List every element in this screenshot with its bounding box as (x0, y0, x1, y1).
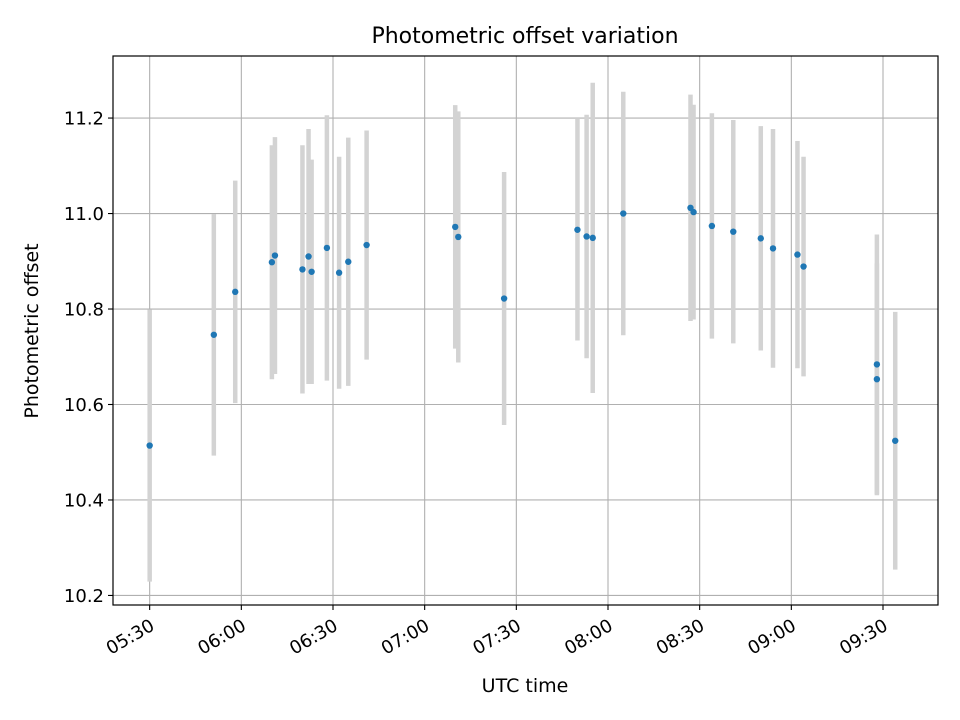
data-point (452, 223, 459, 231)
data-points (146, 204, 899, 449)
data-point (892, 437, 899, 444)
data-point (323, 244, 331, 252)
x-tick-label: 05:30 (103, 615, 158, 659)
x-tick-label: 08:00 (561, 615, 616, 659)
y-tick-label: 11.0 (64, 204, 104, 225)
y-tick-label: 10.2 (64, 586, 104, 607)
plot-area-frame (112, 55, 939, 606)
chart-title: Photometric offset variation (371, 24, 678, 49)
data-point (769, 245, 777, 252)
data-point (500, 295, 508, 302)
x-tick-label: 09:30 (836, 615, 891, 659)
data-point (730, 228, 737, 235)
data-point (299, 266, 306, 273)
data-point (363, 241, 370, 249)
error-bars (147, 82, 898, 582)
y-tick-label: 10.8 (64, 300, 104, 321)
data-point (620, 210, 627, 217)
y-tick-label: 11.2 (64, 109, 104, 130)
x-tick-label: 07:30 (469, 615, 524, 659)
data-point (268, 259, 276, 266)
x-tick-label: 06:30 (286, 615, 341, 659)
data-point (271, 252, 279, 259)
y-tick-label: 10.6 (64, 395, 104, 416)
data-point (690, 208, 697, 216)
x-tick-label: 09:00 (744, 615, 799, 659)
data-point (574, 226, 581, 233)
data-point (800, 263, 807, 270)
data-point (873, 375, 881, 383)
data-point (210, 331, 218, 338)
data-point (757, 235, 764, 242)
data-point (305, 253, 312, 260)
x-tick-label: 07:00 (378, 615, 433, 659)
data-point (455, 233, 462, 241)
y-tick-label: 10.4 (64, 490, 104, 511)
data-point (146, 442, 153, 449)
grid-lines (113, 56, 938, 605)
data-point (708, 222, 716, 230)
x-tick-label: 08:30 (653, 615, 708, 659)
data-point (583, 233, 590, 240)
data-point (345, 258, 352, 265)
data-point (794, 251, 801, 258)
data-point (873, 361, 881, 368)
data-point (589, 234, 596, 242)
x-axis-ticks: 05:30 06:00 06:30 07:00 07:30 08:00 08:30 09:00… (103, 605, 892, 659)
data-point (232, 288, 239, 296)
data-point (308, 268, 315, 275)
x-tick-label: 06:00 (194, 615, 249, 659)
x-axis-label: UTC time (482, 675, 569, 697)
y-axis-ticks: 10.2 10.4 10.6 10.8 11.0 11.2 (64, 109, 113, 607)
y-axis-label: Photometric offset (21, 243, 43, 418)
data-point (335, 269, 343, 276)
